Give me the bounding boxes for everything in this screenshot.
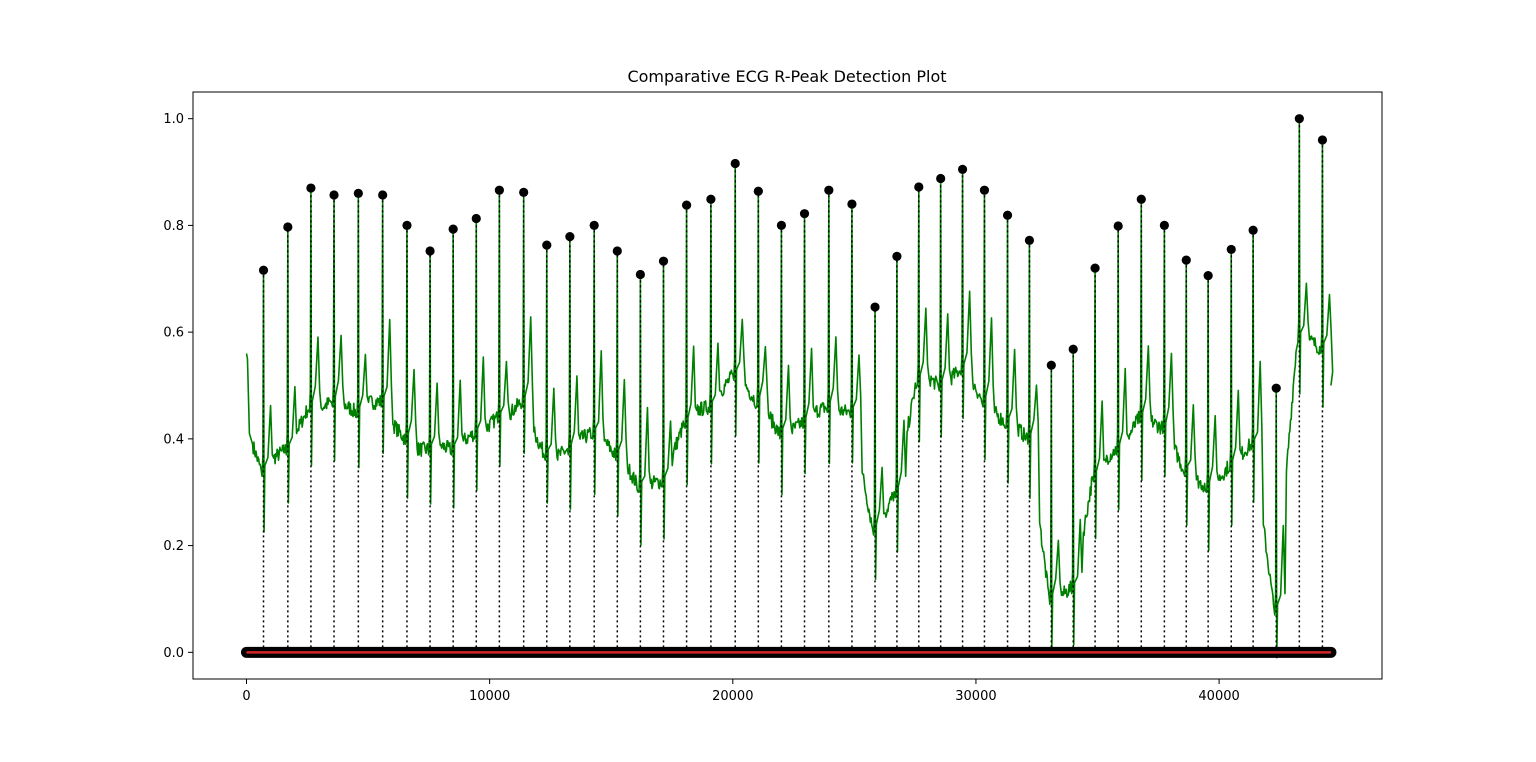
- r-peak-marker: [471, 213, 481, 224]
- r-peak-marker: [1294, 114, 1304, 124]
- r-peak-marker: [306, 183, 316, 193]
- r-peak-marker: [565, 232, 575, 242]
- x-axis: 0 10000 20000 30000 40000: [242, 679, 1240, 704]
- r-peak-marker: [1159, 220, 1169, 231]
- r-peak-marker: [635, 269, 645, 280]
- plot-frame: [192, 91, 1383, 680]
- r-peak-marker: [353, 188, 363, 198]
- r-peak-marker: [681, 200, 692, 210]
- y-tick-label: 0.4: [163, 432, 184, 447]
- ecg-signal-line: [245, 117, 1334, 659]
- r-peak-marker: [1024, 235, 1035, 245]
- y-tick-label: 0.8: [163, 219, 184, 234]
- r-peak-marker: [589, 220, 599, 231]
- r-peak-marker: [824, 185, 834, 195]
- y-tick-label: 0.6: [163, 326, 184, 341]
- r-peak-marker: [329, 190, 339, 200]
- r-peak-marker: [1068, 344, 1078, 354]
- r-peak-marker: [1271, 383, 1281, 393]
- r-peak-marker: [258, 265, 269, 275]
- r-peak-marker: [799, 209, 810, 219]
- r-peak-marker: [1317, 135, 1328, 145]
- plot-area: [240, 114, 1337, 659]
- r-peak-marker: [1046, 360, 1056, 370]
- r-peak-marker: [378, 190, 388, 200]
- r-peak-marker: [494, 185, 504, 195]
- x-tick-label: 10000: [469, 689, 510, 704]
- r-peak-marker: [1002, 210, 1013, 220]
- r-peak-marker: [1181, 255, 1191, 265]
- r-peak-marker: [1113, 221, 1123, 231]
- y-tick-label: 0.2: [163, 539, 184, 554]
- y-tick-label: 1.0: [163, 112, 184, 127]
- r-peak-marker: [847, 199, 857, 209]
- x-tick-label: 30000: [955, 689, 996, 704]
- x-tick-label: 20000: [712, 689, 753, 704]
- r-peak-marker: [776, 220, 787, 231]
- r-peak-marker: [1136, 194, 1146, 204]
- x-tick-label: 40000: [1198, 689, 1239, 704]
- r-peak-marker: [914, 182, 924, 192]
- r-peak-marker: [519, 187, 529, 197]
- r-peak-marker: [870, 302, 880, 312]
- r-peak-marker: [730, 158, 740, 169]
- r-peak-marker: [753, 186, 763, 196]
- r-peak-marker: [542, 240, 552, 250]
- x-tick-label: 0: [242, 689, 250, 704]
- r-peak-marker: [892, 251, 902, 261]
- r-peak-marker: [425, 246, 435, 256]
- r-peak-marker: [658, 256, 669, 266]
- r-peak-marker: [448, 224, 458, 234]
- r-peak-marker: [1203, 270, 1213, 281]
- r-peak-marker: [612, 246, 622, 256]
- r-peak-marker: [402, 220, 412, 231]
- r-peak-marker: [706, 194, 716, 204]
- r-peak-marker: [1248, 225, 1258, 235]
- r-peak-marker: [1090, 263, 1100, 273]
- y-axis: 0.0 0.2 0.4 0.6 0.8 1.0: [163, 112, 193, 661]
- r-peak-marker: [936, 173, 946, 184]
- r-peak-marker: [283, 222, 293, 232]
- chart-title: Comparative ECG R-Peak Detection Plot: [627, 67, 946, 86]
- y-tick-label: 0.0: [163, 646, 184, 661]
- r-peak-marker: [957, 164, 968, 174]
- r-peak-marker: [979, 185, 990, 195]
- r-peak-marker: [1226, 244, 1236, 255]
